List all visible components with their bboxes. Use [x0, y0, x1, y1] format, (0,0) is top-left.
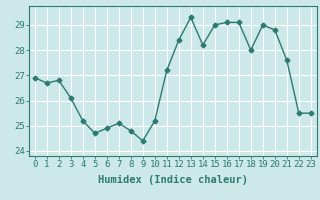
X-axis label: Humidex (Indice chaleur): Humidex (Indice chaleur): [98, 175, 248, 185]
